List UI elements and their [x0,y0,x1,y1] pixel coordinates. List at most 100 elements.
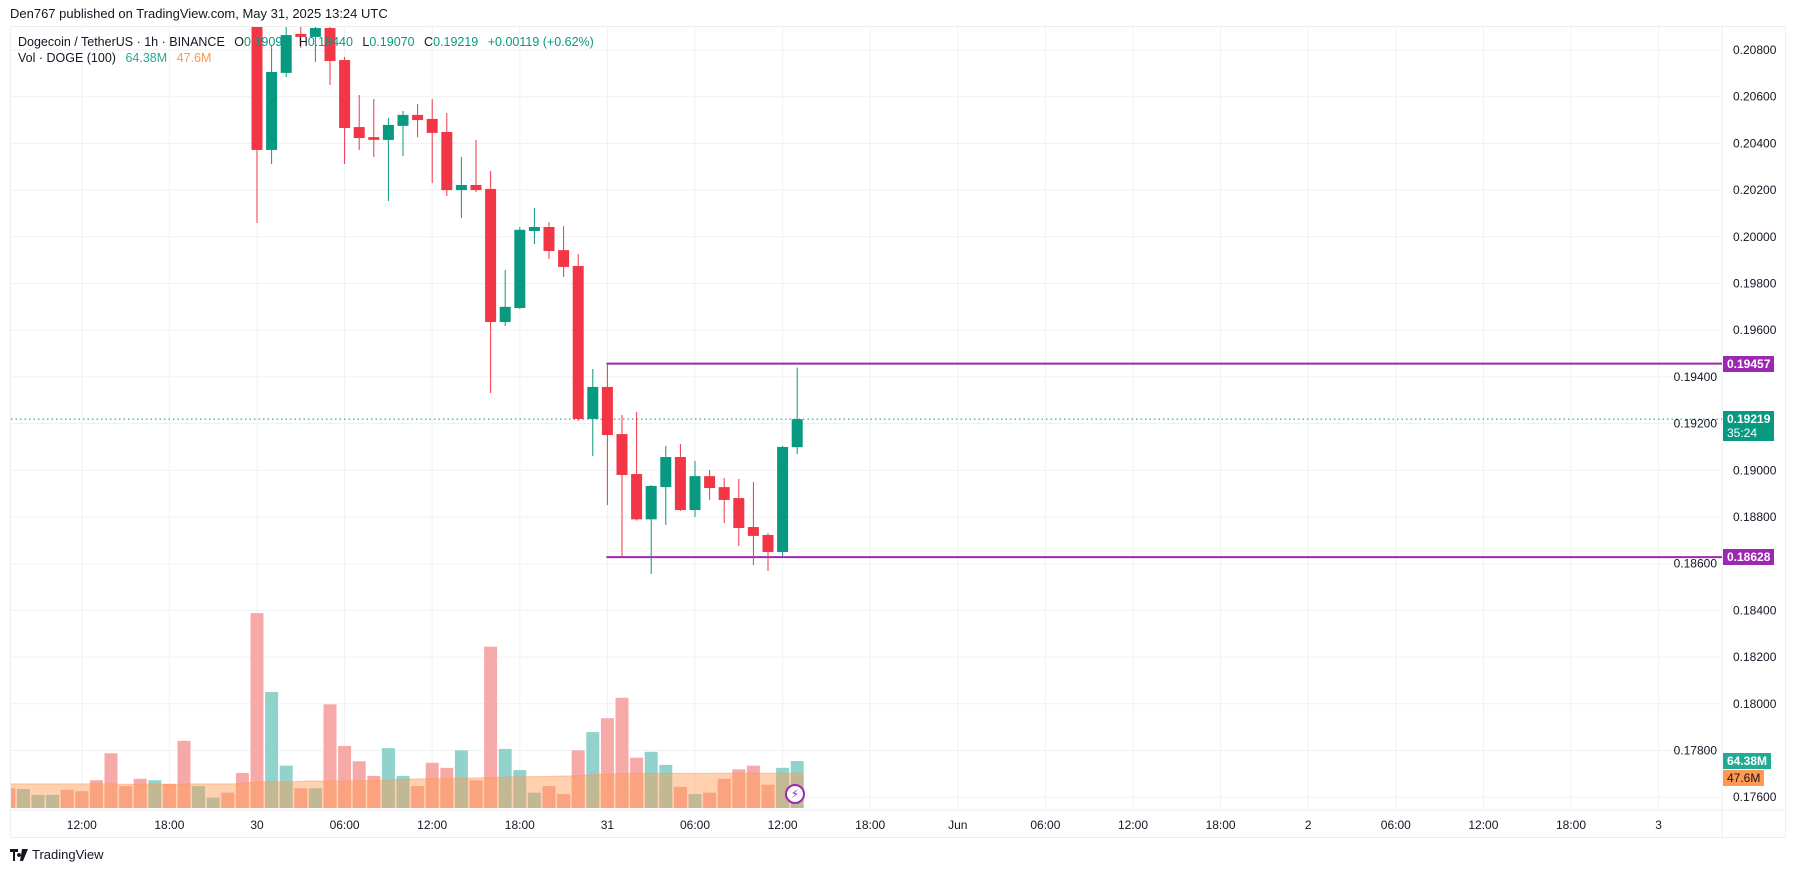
volume-bar [235,772,249,808]
bar-countdown: 35:24 [1727,426,1758,440]
price-tick-label: 0.19800 [1733,277,1777,291]
time-tick-label: 12:00 [1468,818,1498,832]
candle-body [601,386,613,436]
low-label: L [362,35,370,49]
price-tick-label: 0.18000 [1733,697,1777,711]
price-tick-label: 0.18400 [1733,603,1777,617]
volume-bar [75,791,89,808]
symbol-title[interactable]: Dogecoin / TetherUS · 1h · BINANCE [18,35,225,49]
time-tick-label: 18:00 [1206,818,1236,832]
open-label: O [234,35,245,49]
candle-body [339,60,351,128]
volume-bar [177,740,191,808]
price-tick-label: 0.20400 [1733,136,1777,150]
volume-bar [557,794,571,808]
volume-ma [11,772,804,808]
volume-bar [746,765,760,808]
last-price-value: 0.19219 [1727,412,1771,426]
candle [777,446,789,556]
volume-bar [600,718,614,808]
volume-bar [250,613,264,808]
time-tick-label: 12:00 [67,818,97,832]
volume-tag: 64.38M [1723,753,1772,769]
volume-value: 64.38M [125,51,168,65]
candle-body [558,250,570,267]
candle-body [441,131,453,191]
candle [747,481,759,566]
candle-body [382,124,394,140]
candle-body [368,137,380,140]
candle [441,113,453,196]
candle-body [777,446,789,553]
candle-body [616,434,628,475]
close-value: 0.19219 [433,35,479,49]
candle-body [674,456,686,510]
volume-bar [571,750,585,808]
time-tick-label: 2 [1305,818,1312,832]
candle [280,27,292,78]
volume-bar [440,767,454,808]
candle [266,45,278,164]
candle [543,222,555,259]
candle-body [266,71,278,150]
candle-body [324,28,336,61]
candle-body [353,127,365,139]
time-tick-label: 31 [601,818,615,832]
lightning-icon[interactable]: ⚡ [785,784,805,804]
volume-bar [527,792,541,808]
time-axis: 12:00 18:00 30 06:00 12:00 18:00 31 06:00 12:00 1… [67,818,1662,832]
volume-bar [454,750,468,808]
price-tick-label: 0.18600 [1674,557,1718,571]
volume-ma-line [11,772,804,785]
volume-bar [484,646,498,808]
candle-body [309,28,321,37]
time-tick-label: 30 [250,818,264,832]
volume-bar [192,786,206,808]
candle [412,103,424,138]
candle [601,363,613,506]
chart-frame [10,26,1786,838]
volume-bar [148,780,162,808]
volume-title[interactable]: Vol · DOGE (100) [18,51,116,65]
volume-bar [352,761,366,808]
volume-ma-value: 47.6M [176,51,212,65]
brand-name[interactable]: TradingView [32,847,104,862]
volume-legend: Vol · DOGE (100) 64.38M 47.6M [18,51,211,66]
candle [791,367,803,454]
high-label: H [298,35,308,49]
volume-bar [338,745,352,808]
volume-bar [615,697,629,808]
candle-body [645,485,657,520]
candle [324,27,336,86]
candle-body [747,527,759,536]
candle-body [631,474,643,520]
candle [426,99,438,184]
volume-bar [119,786,133,808]
candle-body [499,306,511,323]
candle [645,485,657,574]
time-tick-label: 18:00 [1556,818,1586,832]
candle [499,269,511,326]
volume-bar [16,789,30,808]
resistance-price-tag: 0.19457 [1723,356,1775,372]
volume-bar [513,770,527,808]
candle-body [295,33,307,37]
price-tick-label: 0.17800 [1674,744,1718,758]
time-tick-label: Jun [948,818,967,832]
time-tick-label: 3 [1655,818,1662,832]
volume-bar [308,788,322,808]
candle [572,254,584,422]
time-tick-label: 06:00 [1381,818,1411,832]
open-value: 0.19099 [244,35,290,49]
candle [631,411,643,521]
change-value: +0.00119 (+0.62%) [487,35,594,49]
symbol-legend: Dogecoin / TetherUS · 1h · BINANCE O0.19… [18,35,594,50]
volume-bar [89,780,103,808]
volume-bar [206,797,220,808]
price-tick-label: 0.18800 [1733,510,1777,524]
volume-bar [586,732,600,808]
price-axis: 0.20800 0.20600 0.20400 0.20200 0.20000 0.198… [1674,43,1777,804]
candle-body [412,114,424,121]
last-price-tag: 0.19219 35:24 [1723,411,1775,441]
